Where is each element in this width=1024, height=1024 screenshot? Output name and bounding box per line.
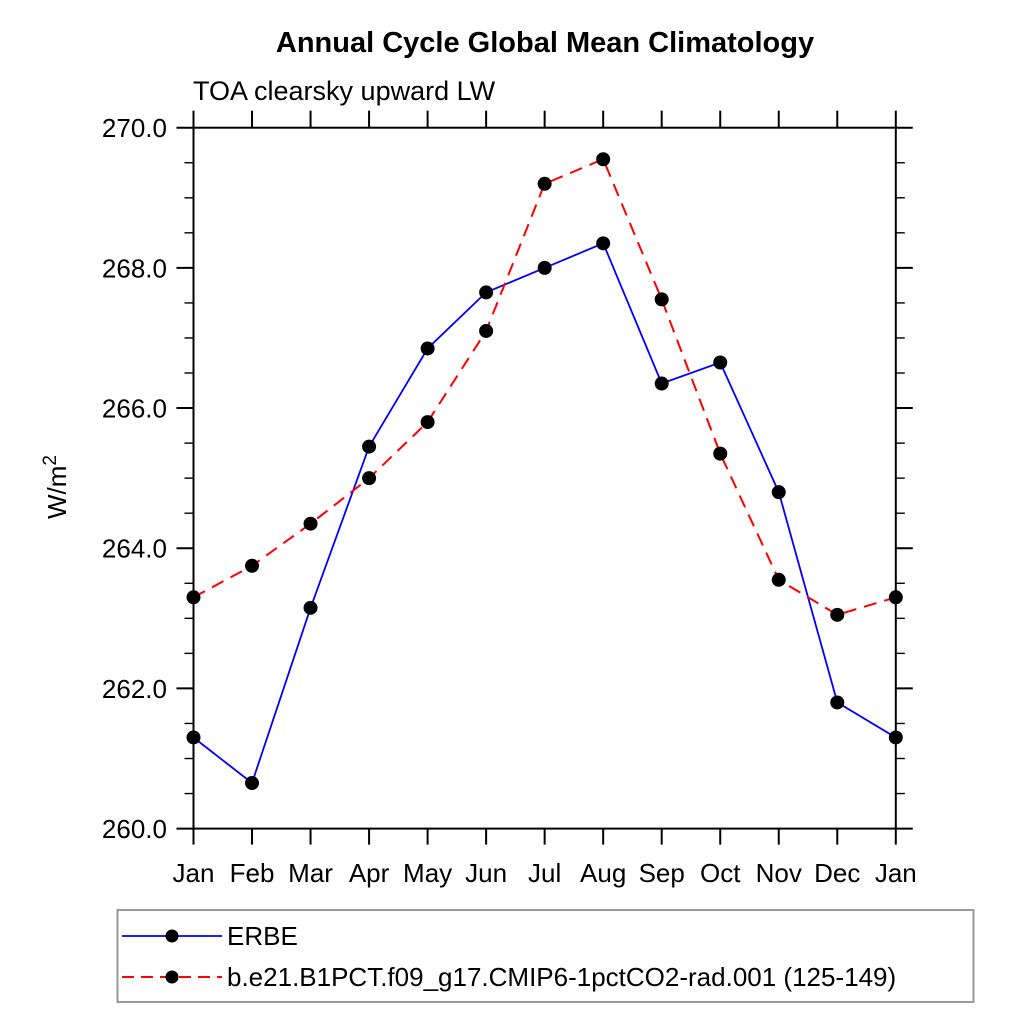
data-point-marker: [830, 607, 845, 622]
data-point-marker: [362, 439, 377, 454]
x-tick-label: Apr: [349, 858, 390, 888]
x-tick-label: Jun: [465, 858, 507, 888]
x-tick-label: May: [403, 858, 452, 888]
x-tick-label: Dec: [814, 858, 860, 888]
data-point-marker: [596, 236, 611, 251]
data-point-marker: [713, 446, 728, 461]
data-point-marker: [362, 471, 377, 486]
data-point-marker: [537, 260, 552, 275]
data-point-marker: [420, 415, 435, 430]
data-point-marker: [888, 730, 903, 745]
y-tick-labels: 260.0 262.0 264.0 266.0 268.0 270.0: [102, 113, 167, 844]
chart-title: Annual Cycle Global Mean Climatology: [276, 27, 814, 59]
x-tick-label: Oct: [700, 858, 741, 888]
x-tick-label: Mar: [288, 858, 333, 888]
chart-subtitle: TOA clearsky upward LW: [193, 76, 496, 106]
plot-frame: [176, 110, 913, 845]
data-point-marker: [830, 695, 845, 710]
legend-label: ERBE: [227, 921, 298, 951]
legend-marker: [165, 929, 179, 943]
data-point-marker: [420, 341, 435, 356]
series-line-solid: [192, 242, 897, 785]
series-lines: [192, 157, 897, 785]
data-point-marker: [479, 285, 494, 300]
data-point-marker: [303, 600, 318, 615]
data-point-marker: [186, 590, 201, 605]
data-point-marker: [186, 730, 201, 745]
x-tick-label: Jan: [173, 858, 215, 888]
legend-marker: [165, 970, 179, 984]
data-point-marker: [654, 376, 669, 391]
x-tick-label: Jan: [875, 858, 917, 888]
x-tick-label: Sep: [639, 858, 685, 888]
y-tick-label: 270.0: [102, 113, 167, 143]
x-tick-label: Nov: [756, 858, 802, 888]
legend-box: [116, 909, 975, 1003]
data-point-marker: [245, 776, 260, 791]
data-point-marker: [888, 590, 903, 605]
y-tick-label: 260.0: [102, 814, 167, 844]
y-tick-label: 262.0: [102, 674, 167, 704]
x-tick-labels: Jan Feb Mar Apr May Jun Jul Aug Sep Oct Nov Dec Jan: [173, 858, 917, 888]
y-tick-label: 264.0: [102, 534, 167, 564]
data-point-marker: [771, 572, 786, 587]
data-point-marker: [479, 323, 494, 338]
y-axis-label: W/m2: [40, 455, 72, 519]
x-tick-label: Jul: [528, 858, 561, 888]
data-point-marker: [596, 152, 611, 167]
data-point-marker: [771, 485, 786, 500]
data-point-marker: [303, 516, 318, 531]
legend-label: b.e21.B1PCT.f09_g17.CMIP6-1pctCO2-rad.00…: [227, 962, 896, 992]
y-tick-label: 266.0: [102, 394, 167, 424]
legend: ERBE b.e21.B1PCT.f09_g17.CMIP6-1pctCO2-ra…: [116, 909, 975, 1003]
data-point-marker: [537, 176, 552, 191]
series-line-dashed: [193, 157, 897, 616]
y-tick-label: 268.0: [102, 253, 167, 283]
x-tick-label: Aug: [580, 858, 626, 888]
y-axis-label-text: W/m2: [40, 455, 72, 519]
data-point-marker: [245, 558, 260, 573]
x-tick-label: Feb: [230, 858, 275, 888]
data-point-marker: [654, 292, 669, 307]
series-markers: [186, 152, 903, 791]
data-point-marker: [713, 355, 728, 370]
plot-border: [192, 126, 897, 830]
